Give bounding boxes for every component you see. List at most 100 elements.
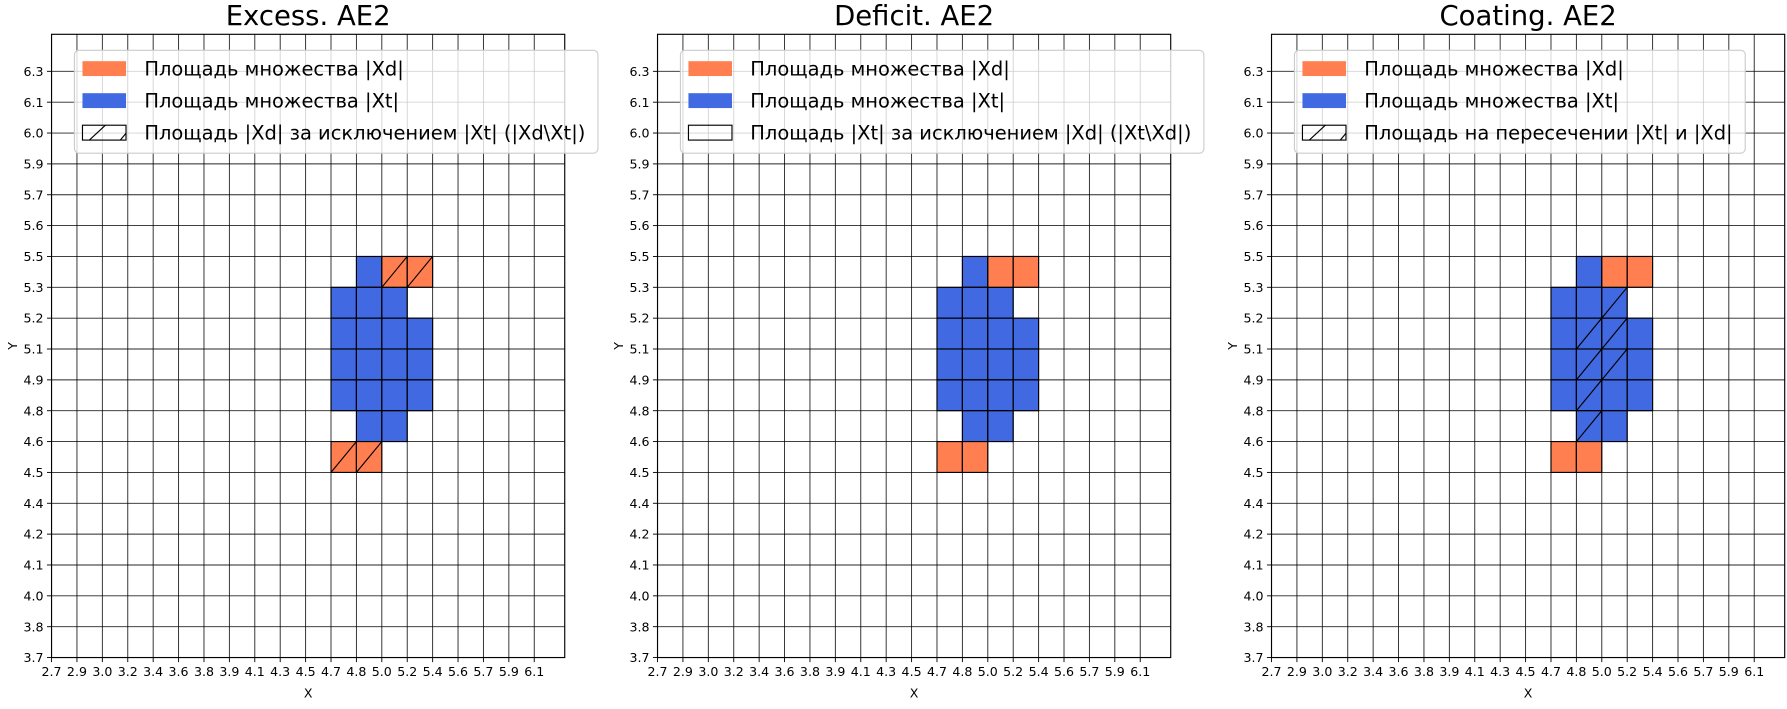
x-tick-label: 4.1 xyxy=(245,664,265,679)
xt-cell xyxy=(987,317,1014,350)
x-tick-label: 2.7 xyxy=(648,664,668,679)
y-tick-label: 4.8 xyxy=(23,403,43,418)
legend-label: Площадь множества |Xt| xyxy=(1364,90,1619,113)
xt-cell xyxy=(406,348,434,381)
y-tick-label: 3.7 xyxy=(1243,650,1263,665)
chart-title: Coating. AE2 xyxy=(1440,1,1617,32)
xt-cell xyxy=(1012,317,1040,350)
x-tick-label: 3.6 xyxy=(169,664,189,679)
x-tick-label: 3.4 xyxy=(749,664,769,679)
axes-frame xyxy=(656,33,1172,659)
y-tick-label: 5.5 xyxy=(629,249,649,264)
xt-cell xyxy=(1550,286,1577,319)
y-tick-label: 5.2 xyxy=(1243,311,1263,326)
xt-cell xyxy=(330,317,357,350)
xt-cell xyxy=(330,286,357,319)
legend-label: Площадь |Xd| за исключением |Xt| (|Xd\Xt… xyxy=(144,122,585,145)
hatch-mark xyxy=(406,256,434,288)
xt-cell xyxy=(355,317,383,350)
xt-cell xyxy=(381,317,408,350)
xt-cell xyxy=(1626,348,1654,381)
xd-cell xyxy=(1550,440,1577,473)
hatch-mark xyxy=(88,124,106,141)
hatch-mark xyxy=(1601,317,1628,350)
y-tick-label: 6.0 xyxy=(1243,126,1263,141)
hatch-mark xyxy=(1601,286,1628,319)
xt-cell xyxy=(936,379,963,412)
xt-cell xyxy=(355,348,383,381)
y-tick-label: 5.3 xyxy=(23,280,43,295)
xt-cell xyxy=(355,379,383,412)
hatch-mark xyxy=(381,256,408,288)
y-tick-label: 4.9 xyxy=(629,372,649,387)
y-tick-label: 4.4 xyxy=(1243,496,1263,511)
x-tick-label: 4.7 xyxy=(1541,664,1561,679)
legend-item: Площадь |Xt| за исключением |Xd| (|Xt\Xd… xyxy=(687,122,1191,145)
x-tick-label: 4.8 xyxy=(952,664,972,679)
xt-cell xyxy=(936,286,963,319)
x-axis-label: X xyxy=(1524,686,1533,701)
xt-cell xyxy=(961,348,989,381)
y-tick-label: 4.6 xyxy=(1243,434,1263,449)
x-tick-label: 4.1 xyxy=(851,664,871,679)
x-tick-label: 4.7 xyxy=(927,664,947,679)
xt-cell xyxy=(1550,317,1577,350)
y-tick-label: 5.3 xyxy=(629,280,649,295)
legend-label: Площадь |Xt| за исключением |Xd| (|Xt\Xd… xyxy=(750,122,1191,145)
x-tick-label: 4.3 xyxy=(270,664,290,679)
x-tick-label: 5.7 xyxy=(1079,664,1099,679)
x-tick-label: 3.9 xyxy=(825,664,845,679)
y-tick-label: 4.2 xyxy=(629,527,649,542)
y-tick-label: 4.4 xyxy=(23,496,43,511)
y-tick-label: 4.2 xyxy=(23,527,43,542)
xd-cell xyxy=(1012,255,1040,288)
x-tick-label: 2.9 xyxy=(673,664,693,679)
y-tick-label: 3.7 xyxy=(629,650,649,665)
legend-item: Площадь |Xd| за исключением |Xt| (|Xd\Xt… xyxy=(81,122,585,145)
x-tick-label: 4.1 xyxy=(1465,664,1485,679)
y-tick-label: 4.9 xyxy=(23,372,43,387)
xt-cell xyxy=(987,379,1014,412)
subplot-1: Excess. AE2 2.7 2.9 3.0 3.2 3.4 3.6 3.8 3.9 4.1 4.… xyxy=(5,1,599,701)
xt-cell xyxy=(987,286,1014,319)
xt-cell xyxy=(961,255,989,288)
x-tick-label: 5.9 xyxy=(1719,664,1739,679)
xt-cell xyxy=(1575,255,1603,288)
xt-swatch xyxy=(688,93,732,109)
x-tick-label: 3.2 xyxy=(118,664,138,679)
x-tick-label: 5.6 xyxy=(1668,664,1688,679)
x-tick-label: 4.8 xyxy=(346,664,366,679)
x-tick-label: 6.1 xyxy=(1744,664,1764,679)
xt-cell xyxy=(987,410,1014,443)
y-tick-label: 5.1 xyxy=(1243,342,1263,357)
x-tick-label: 4.3 xyxy=(1490,664,1510,679)
x-tick-label: 5.0 xyxy=(1592,664,1612,679)
y-tick-label: 3.8 xyxy=(629,619,649,634)
y-tick-label: 5.7 xyxy=(629,187,649,202)
xt-cell xyxy=(406,379,434,412)
x-tick-label: 5.4 xyxy=(1029,664,1049,679)
y-tick-label: 3.8 xyxy=(1243,619,1263,634)
xd-cell xyxy=(987,255,1014,288)
x-tick-label: 3.2 xyxy=(724,664,744,679)
y-tick-label: 4.5 xyxy=(1243,465,1263,480)
legend: Площадь множества |Xd| Площадь множества … xyxy=(73,49,599,154)
hatch-mark xyxy=(1601,348,1628,381)
y-tick-label: 4.8 xyxy=(1243,403,1263,418)
legend-frame xyxy=(73,49,599,154)
legend-item: Площадь множества |Xd| xyxy=(1302,57,1624,80)
legend-label: Площадь множества |Xt| xyxy=(144,90,399,113)
x-tick-label: 5.0 xyxy=(978,664,998,679)
x-tick-label: 5.7 xyxy=(1693,664,1713,679)
xt-cell xyxy=(355,255,383,288)
x-tick-label: 5.2 xyxy=(1617,664,1637,679)
x-tick-label: 5.7 xyxy=(473,664,493,679)
x-tick-label: 2.9 xyxy=(1287,664,1307,679)
legend-label: Площадь множества |Xt| xyxy=(750,90,1005,113)
xt-cell xyxy=(330,379,357,412)
x-tick-label: 2.7 xyxy=(1262,664,1282,679)
y-tick-label: 6.1 xyxy=(23,95,43,110)
xt-cell xyxy=(961,317,989,350)
x-axis-label: X xyxy=(304,686,313,701)
y-tick-label: 5.5 xyxy=(1243,249,1263,264)
